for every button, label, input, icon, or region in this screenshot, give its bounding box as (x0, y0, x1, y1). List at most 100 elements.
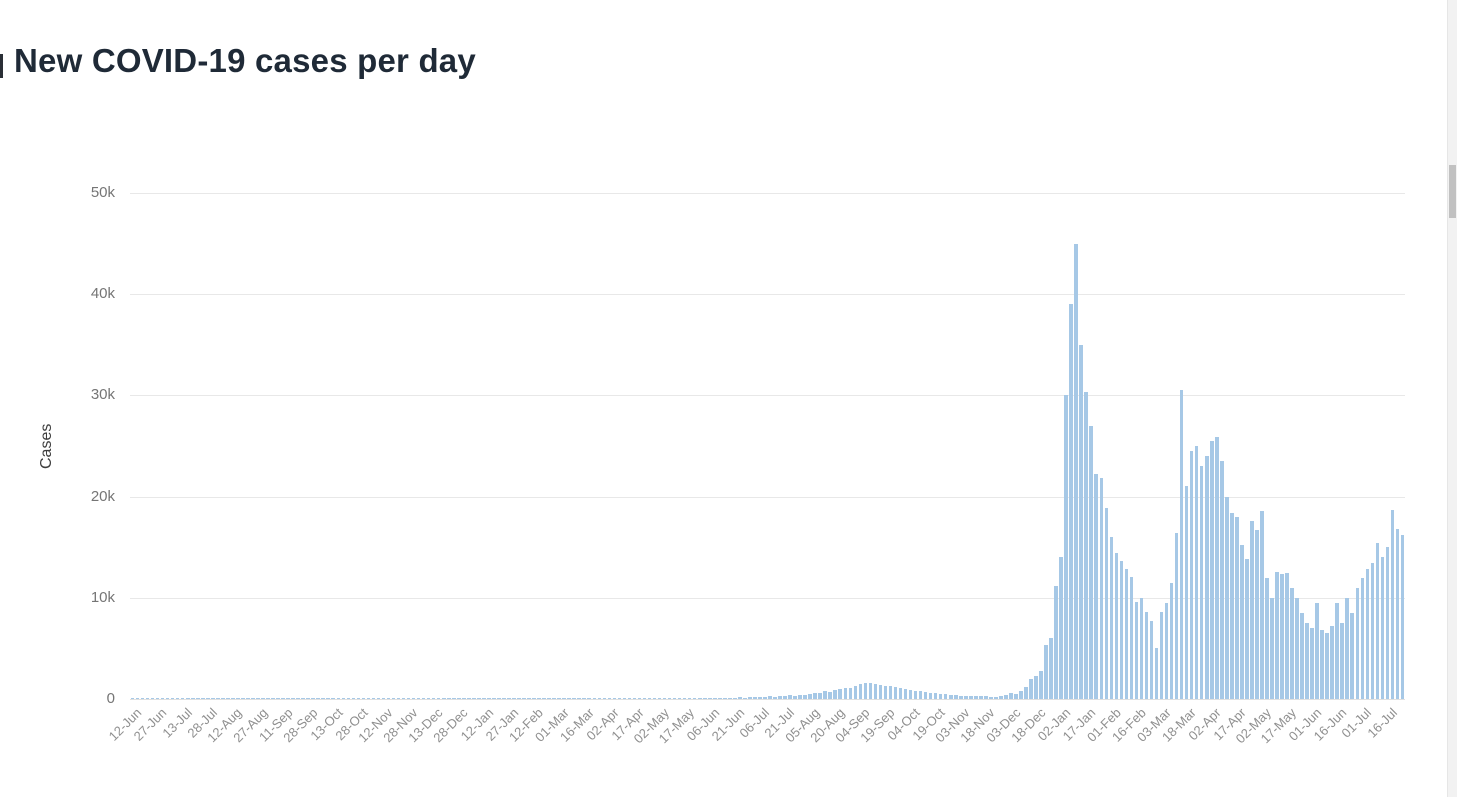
bar[interactable] (923, 692, 928, 699)
bar[interactable] (667, 698, 672, 699)
bar[interactable] (467, 698, 471, 699)
bar[interactable] (522, 698, 526, 699)
bar[interactable] (1094, 474, 1099, 699)
bar[interactable] (150, 698, 155, 699)
bar[interactable] (195, 698, 200, 699)
bar[interactable] (1014, 693, 1018, 699)
bar[interactable] (185, 698, 190, 699)
bar[interactable] (507, 698, 511, 699)
bar[interactable] (155, 698, 160, 699)
bar[interactable] (1129, 576, 1134, 699)
bar[interactable] (256, 698, 260, 699)
bar[interactable] (828, 691, 833, 699)
bar[interactable] (773, 696, 777, 699)
bar[interactable] (1144, 611, 1149, 699)
bar[interactable] (723, 697, 727, 699)
bar[interactable] (321, 698, 326, 699)
bar[interactable] (1265, 577, 1269, 699)
bar[interactable] (572, 698, 577, 699)
bar[interactable] (1184, 486, 1189, 699)
bar[interactable] (748, 697, 752, 699)
bar[interactable] (1400, 535, 1405, 699)
bar[interactable] (1204, 456, 1209, 699)
bar[interactable] (567, 698, 571, 699)
bar[interactable] (1149, 621, 1154, 699)
bar[interactable] (552, 698, 556, 699)
bar[interactable] (893, 687, 898, 699)
bar[interactable] (1139, 597, 1144, 699)
bar[interactable] (1290, 587, 1294, 699)
bar[interactable] (768, 696, 772, 699)
bar[interactable] (512, 698, 516, 699)
bar[interactable] (316, 698, 321, 699)
bar[interactable] (808, 694, 812, 699)
bar[interactable] (1154, 648, 1159, 699)
bar[interactable] (175, 698, 180, 699)
bar[interactable] (180, 698, 185, 699)
bar[interactable] (376, 698, 381, 699)
bar[interactable] (863, 682, 868, 699)
bar[interactable] (848, 688, 853, 699)
bar[interactable] (577, 698, 582, 699)
bar[interactable] (1315, 602, 1319, 699)
bar[interactable] (582, 698, 587, 699)
bar[interactable] (733, 697, 737, 699)
bar[interactable] (1360, 577, 1365, 699)
bar[interactable] (778, 696, 782, 699)
bar[interactable] (1194, 446, 1199, 699)
bar[interactable] (1054, 585, 1058, 699)
bar[interactable] (517, 698, 521, 699)
bar[interactable] (170, 698, 175, 699)
bar[interactable] (597, 698, 602, 699)
bar[interactable] (793, 695, 797, 699)
bar[interactable] (1164, 602, 1169, 699)
bar[interactable] (1179, 390, 1184, 699)
bar[interactable] (918, 691, 923, 699)
bar[interactable] (1365, 569, 1370, 699)
bar[interactable] (1019, 690, 1023, 699)
bar[interactable] (1330, 626, 1334, 699)
bar[interactable] (984, 696, 988, 699)
bar[interactable] (958, 695, 963, 699)
bar[interactable] (331, 698, 336, 699)
bar[interactable] (798, 694, 802, 699)
bar[interactable] (371, 698, 376, 699)
bar[interactable] (718, 698, 722, 699)
bar[interactable] (763, 696, 767, 699)
bar[interactable] (497, 698, 501, 699)
bar[interactable] (346, 698, 351, 699)
bar[interactable] (858, 683, 863, 699)
bar[interactable] (301, 698, 305, 699)
bar[interactable] (712, 698, 717, 699)
bar[interactable] (1230, 512, 1234, 699)
bar[interactable] (1300, 612, 1304, 699)
bar[interactable] (1024, 686, 1028, 699)
bar[interactable] (788, 695, 792, 699)
bar[interactable] (311, 698, 315, 699)
bar[interactable] (411, 698, 416, 699)
bar[interactable] (396, 698, 401, 699)
bar[interactable] (989, 696, 993, 699)
bar[interactable] (221, 698, 225, 699)
bar[interactable] (692, 698, 697, 699)
bar[interactable] (351, 698, 356, 699)
bar[interactable] (200, 698, 205, 699)
bar[interactable] (943, 694, 948, 699)
bar[interactable] (130, 698, 135, 699)
bar[interactable] (251, 698, 255, 699)
bar[interactable] (1245, 559, 1249, 699)
bar[interactable] (908, 689, 913, 699)
bar[interactable] (1089, 425, 1094, 699)
bar[interactable] (1214, 436, 1219, 699)
bar[interactable] (482, 698, 486, 699)
bar[interactable] (1325, 633, 1329, 699)
bar[interactable] (1340, 623, 1345, 699)
bar[interactable] (1260, 510, 1264, 699)
bar[interactable] (527, 698, 531, 699)
bar[interactable] (160, 698, 165, 699)
bar[interactable] (281, 698, 285, 699)
bar[interactable] (336, 698, 341, 699)
bar[interactable] (873, 684, 878, 699)
bar[interactable] (938, 693, 943, 699)
bar[interactable] (366, 698, 371, 699)
